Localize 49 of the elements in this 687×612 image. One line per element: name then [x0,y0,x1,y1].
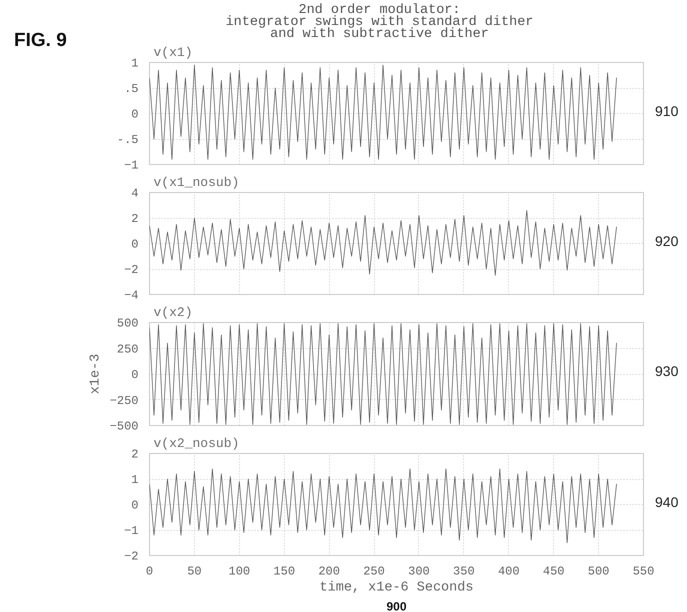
series-label: v(x2) [154,305,193,320]
line-series [150,210,617,276]
y-tick-label: 250 [116,342,139,356]
y-tick-label: 1 [131,56,138,70]
text: 910 [655,102,678,119]
x-tick-label: 50 [187,564,202,578]
line-series [150,323,617,425]
y-axis-title: x1e-3 [88,354,104,394]
y-tick-label: 0 [131,498,138,512]
x-tick-label: 450 [542,564,564,578]
y-tick-label: −500 [110,420,139,434]
y-tick-label: 2 [131,212,138,226]
y-tick-label: 0 [131,238,138,252]
x-tick-label: 150 [273,564,296,578]
y-tick-label: 0 [131,108,138,122]
text: 900 [386,600,407,612]
x-tick-label: 100 [228,564,250,578]
x-tick-label: 350 [453,564,475,578]
y-tick-label: −4 [124,288,139,302]
y-tick-label: 0 [131,368,138,382]
y-tick-label: 1 [131,473,138,487]
caption: FIG. 9 [13,29,67,52]
text: 940 [655,493,678,510]
text: 920 [655,232,678,249]
x-tick-label: 400 [498,564,520,578]
y-tick-label: −1 [124,158,139,172]
y-tick-label: .5 [124,82,139,96]
y-tick-label: −2 [124,263,139,277]
x-tick-label: 250 [363,564,385,578]
x-tick-label: 550 [632,564,654,578]
y-tick-label: 2 [131,448,138,462]
series-label: v(x1) [154,45,193,60]
y-tick-label: 4 [131,186,138,200]
x-tick-label: 500 [588,564,610,578]
text: 930 [655,362,678,379]
line-series [150,64,617,160]
x-tick-label: 200 [318,564,340,578]
x-tick-label: 0 [146,564,154,578]
chart-title: 2nd order modulator: integrator swings with standard dither and with subtractive dither [224,2,534,42]
y-tick-label: −250 [110,394,139,408]
y-tick-label: −2 [124,550,139,564]
x-axis-title: time, x1e-6 Seconds [320,580,474,596]
line-series [150,468,617,544]
y-tick-label: −1 [124,524,139,538]
x-tick-label: 300 [408,564,430,578]
y-tick-label: 500 [116,316,139,330]
text: v(x1_nosub) [154,175,240,190]
text: v(x2_nosub) [154,436,240,451]
y-tick-label: -.5 [116,133,139,147]
